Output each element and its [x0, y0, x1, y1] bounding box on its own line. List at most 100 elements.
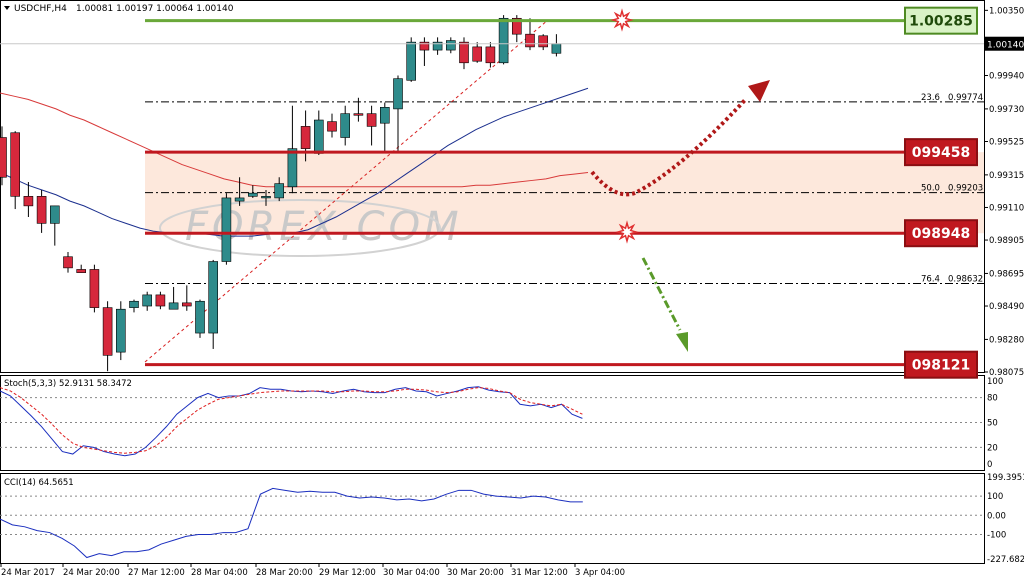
- x-tick-label: 31 Mar 12:00: [511, 568, 568, 578]
- cci-tick-label: 199.3951: [987, 473, 1024, 483]
- stoch-tick-label: 20: [987, 443, 998, 453]
- candle-body: [538, 35, 549, 48]
- x-tick-label: 28 Mar 20:00: [256, 568, 313, 578]
- candle-body: [102, 307, 113, 356]
- candle-body: [182, 302, 192, 307]
- candle-body: [511, 17, 522, 35]
- candle-body: [23, 196, 34, 207]
- candle-body: [63, 256, 73, 269]
- current-price-label: 1.00140: [987, 41, 1024, 51]
- candle-body: [221, 197, 232, 262]
- y-tick-label: 0.99940: [989, 72, 1024, 82]
- candle-body: [129, 300, 139, 308]
- level-label: 1.00285: [909, 14, 973, 30]
- symbol-dropdown-icon[interactable]: [4, 6, 10, 10]
- touch-star-icon: [615, 220, 639, 244]
- fib-trend-line: [144, 19, 549, 363]
- y-tick-label: 0.98695: [989, 269, 1024, 279]
- cci-tick-label: 0.00: [987, 511, 1006, 521]
- candle-body: [300, 126, 311, 149]
- stoch-tick-label: 80: [987, 394, 998, 404]
- candle-body: [445, 40, 456, 51]
- ohlc-readout: 1.00081 1.00197 1.00064 1.00140: [76, 4, 234, 14]
- cci-tick-label: -100: [987, 530, 1006, 540]
- cci-tick-label: -227.6821: [987, 555, 1024, 565]
- y-tick-label: 0.99730: [989, 105, 1024, 115]
- candle-body: [498, 17, 509, 64]
- candle-body: [485, 46, 496, 64]
- touch-star-icon: [610, 8, 634, 32]
- y-tick-label: 0.99315: [989, 171, 1024, 181]
- x-tick-label: 28 Mar 04:00: [191, 568, 248, 578]
- fib-ratio-label: 76.4: [921, 274, 940, 284]
- y-tick-label: 0.99110: [989, 203, 1024, 213]
- candle-body: [36, 196, 47, 224]
- x-tick-label: 24 Mar 2017: [1, 568, 55, 578]
- x-tick-label: 3 Apr 04:00: [575, 568, 625, 578]
- candle-body: [419, 41, 430, 51]
- level-label-box: [904, 350, 978, 379]
- candle-body: [366, 113, 377, 127]
- stoch-tick-label: 50: [987, 419, 998, 429]
- candle-body: [195, 300, 205, 334]
- candle-body: [168, 302, 179, 310]
- x-tick-label: 29 Mar 12:00: [319, 568, 376, 578]
- fib-value-label: 0.99774: [948, 93, 983, 103]
- fib-ratio-label: 50.0: [921, 184, 940, 194]
- forecast-up-arrow: [590, 98, 747, 197]
- candle-body: [155, 294, 166, 307]
- y-tick-label: 1.00350: [989, 6, 1024, 16]
- x-tick-label: 27 Mar 12:00: [128, 568, 185, 578]
- panel-frame: [0, 473, 985, 564]
- candle-body: [49, 205, 60, 224]
- y-tick-label: 0.98075: [989, 368, 1024, 378]
- candle-body: [208, 261, 218, 334]
- cci-title: CCI(14) 64.5651: [4, 478, 74, 488]
- x-tick-label: 24 Mar 20:00: [63, 568, 120, 578]
- symbol-timeframe: USDCHF,H4: [14, 4, 67, 14]
- stoch-signal-line: [0, 387, 583, 454]
- candle-body: [406, 41, 417, 81]
- candle-body: [353, 113, 364, 116]
- arrow-up-head-icon: [748, 80, 770, 102]
- level-label-box: [904, 6, 978, 35]
- forecast-down-arrow: [641, 257, 682, 331]
- candle-body: [142, 294, 152, 307]
- stoch-title: Stoch(5,3,3) 52.9131 58.3472: [4, 379, 132, 389]
- candle-body: [234, 197, 245, 202]
- arrow-down-head-icon: [676, 332, 688, 352]
- y-tick-label: 0.98490: [989, 302, 1024, 312]
- fib-value-label: 0.98632: [948, 274, 983, 284]
- y-tick-label: 0.98280: [989, 335, 1024, 345]
- current-price-box: [984, 36, 1024, 51]
- candle-body: [551, 43, 562, 54]
- candle-body: [472, 46, 483, 62]
- fib-value-label: 0.99203: [948, 184, 983, 194]
- x-tick-label: 30 Mar 04:00: [383, 568, 440, 578]
- candle-body: [327, 121, 337, 132]
- level-label: 098948: [912, 226, 970, 242]
- watermark-swoosh: [159, 199, 441, 257]
- stoch-tick-label: 100: [987, 377, 1003, 387]
- candle-body: [379, 107, 390, 124]
- x-tick-label: 30 Mar 20:00: [447, 568, 504, 578]
- candle-body: [393, 78, 403, 110]
- candle-body: [248, 192, 258, 197]
- y-tick-label: 0.99525: [989, 137, 1024, 147]
- cci-tick-label: 100: [987, 492, 1003, 502]
- fib-ratio-label: 23.6: [921, 93, 940, 103]
- candle-body: [89, 269, 100, 308]
- candle-body: [274, 183, 285, 199]
- candle-body: [340, 113, 351, 138]
- y-tick-label: 0.98905: [989, 236, 1024, 246]
- candle-body: [10, 132, 20, 197]
- candle-body: [459, 41, 469, 64]
- cci-line: [0, 487, 583, 559]
- stoch-tick-label: 0: [987, 460, 992, 470]
- candle-body: [116, 308, 126, 353]
- candle-body: [287, 148, 298, 188]
- candle-body: [525, 33, 535, 48]
- candle-body: [76, 269, 86, 273]
- level-label-box: [904, 138, 978, 167]
